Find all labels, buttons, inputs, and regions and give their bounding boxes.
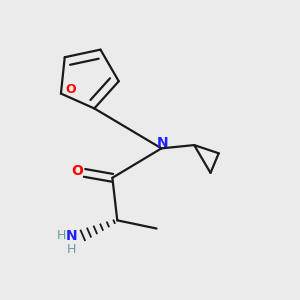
Text: N: N [156,136,168,151]
Text: H: H [57,229,66,242]
Text: O: O [71,164,83,178]
Text: O: O [65,83,76,96]
Text: H: H [67,243,76,256]
Text: N: N [66,229,77,243]
